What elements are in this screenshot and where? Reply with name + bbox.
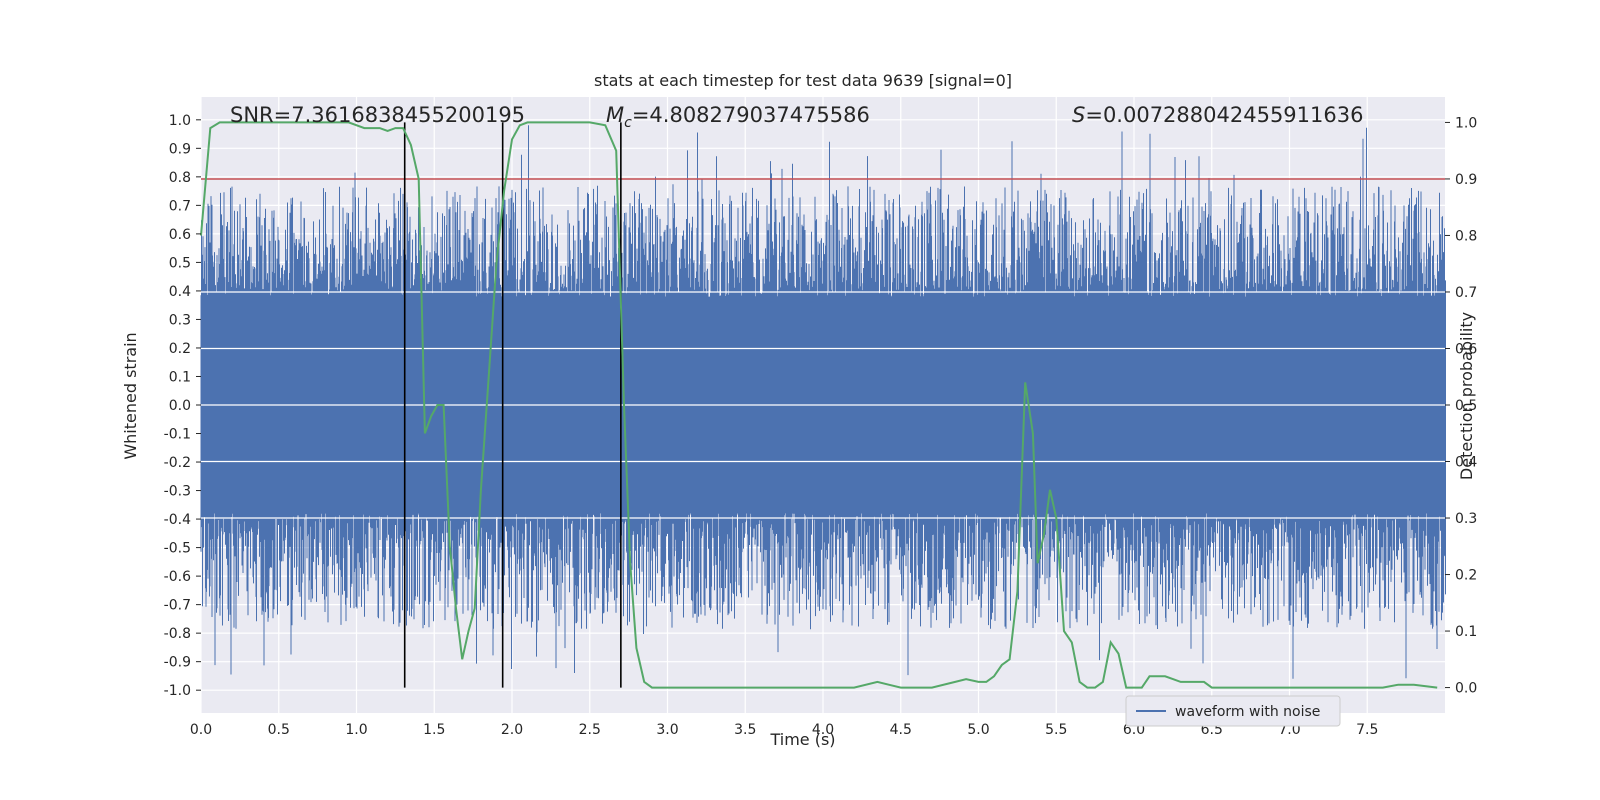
probability-series: [200, 121, 1438, 689]
y-left-tick-label: -0.6: [164, 569, 191, 585]
y-left-tick-label: 0.7: [169, 198, 191, 214]
x-tick-label: 1.5: [423, 722, 445, 738]
y-right-tick-label: 0.5: [1455, 398, 1477, 414]
s-value: =0.007288042455911636: [1085, 103, 1363, 127]
x-tick-label: 2.5: [579, 722, 601, 738]
y-left-tick-label: -0.3: [164, 484, 191, 500]
y-left-tick-label: -0.4: [164, 512, 191, 528]
y-left-axis-label: Whitened strain: [121, 332, 140, 459]
y-left-tick-label: 0.4: [169, 284, 191, 300]
y-right-tick-label: 0.7: [1455, 285, 1477, 301]
y-left-tick-label: -0.9: [164, 655, 191, 671]
x-tick-label: 4.5: [890, 722, 912, 738]
y-left-tick-label: -0.1: [164, 427, 191, 443]
probability-line: [200, 121, 1438, 689]
legend-box: [1125, 695, 1341, 727]
legend-label-waveform: waveform with noise: [1175, 704, 1320, 720]
grid-overlay: [201, 291, 1445, 519]
chirp-mass-symbol: M: [606, 103, 624, 127]
y-right-tick-label: 0.6: [1455, 341, 1477, 357]
x-tick-label: 4.0: [812, 722, 834, 738]
y-left-tick-label: 0.1: [169, 369, 191, 385]
y-left-tick-label: -0.8: [164, 626, 191, 642]
y-right-tick-label: 0.4: [1455, 455, 1477, 471]
x-tick-label: 7.5: [1356, 722, 1378, 738]
y-left-tick-label: -0.5: [164, 541, 191, 557]
x-tick-label: 1.0: [345, 722, 367, 738]
y-right-tick-label: 0.3: [1455, 511, 1477, 527]
y-right-tick-label: 0.9: [1455, 172, 1477, 188]
chirp-mass-annotation: Mc=4.808279037475586: [606, 103, 870, 131]
y-right-tick-label: 1.0: [1455, 115, 1477, 131]
chirp-mass-subscript: c: [624, 115, 632, 131]
y-right-tick-label: 0.1: [1455, 624, 1477, 640]
y-left-tick-label: 0.9: [169, 141, 191, 157]
y-left-tick-label: 0.2: [169, 341, 191, 357]
y-left-tick-label: 0.3: [169, 312, 191, 328]
y-right-axis-ticks: 1.0 0.9 0.8 0.7 0.6 0.5 0.4 0.3 0.2 0.1 0.0: [1445, 115, 1477, 697]
y-right-tick-label: 0.8: [1455, 228, 1477, 244]
y-left-tick-label: 1.0: [169, 113, 191, 129]
x-tick-label: 3.5: [734, 722, 756, 738]
vertical-markers: [403, 122, 622, 688]
s-annotation: S=0.007288042455911636: [1072, 103, 1363, 127]
legend: waveform with noise: [1125, 695, 1341, 727]
x-tick-label: 3.0: [656, 722, 678, 738]
y-left-tick-label: 0.0: [169, 398, 191, 414]
y-right-tick-label: 0.0: [1455, 681, 1477, 697]
s-symbol: S: [1072, 103, 1085, 127]
x-axis-label: Time (s): [769, 730, 835, 749]
x-tick-label: 5.0: [967, 722, 989, 738]
y-left-axis-ticks: 1.0 0.9 0.8 0.7 0.6 0.5 0.4 0.3 0.2 0.1 0.0 -0.1 -0.…: [164, 113, 201, 699]
y-left-tick-label: 0.6: [169, 227, 191, 243]
chart-title: stats at each timestep for test data 963…: [594, 71, 1012, 90]
snr-annotation: SNR=7.3616838455200195: [230, 103, 525, 127]
x-tick-label: 5.5: [1045, 722, 1067, 738]
y-left-tick-label: -0.2: [164, 455, 191, 471]
x-tick-label: 0.5: [268, 722, 290, 738]
y-left-tick-label: -1.0: [164, 683, 191, 699]
y-left-tick-label: 0.5: [169, 255, 191, 271]
y-right-axis-label: Detection probability: [1457, 312, 1476, 480]
x-tick-label: 0.0: [190, 722, 212, 738]
y-right-tick-label: 0.2: [1455, 568, 1477, 584]
y-left-tick-label: -0.7: [164, 598, 191, 614]
x-tick-label: 2.0: [501, 722, 523, 738]
chirp-mass-value: =4.808279037475586: [632, 103, 870, 127]
y-left-tick-label: 0.8: [169, 170, 191, 186]
